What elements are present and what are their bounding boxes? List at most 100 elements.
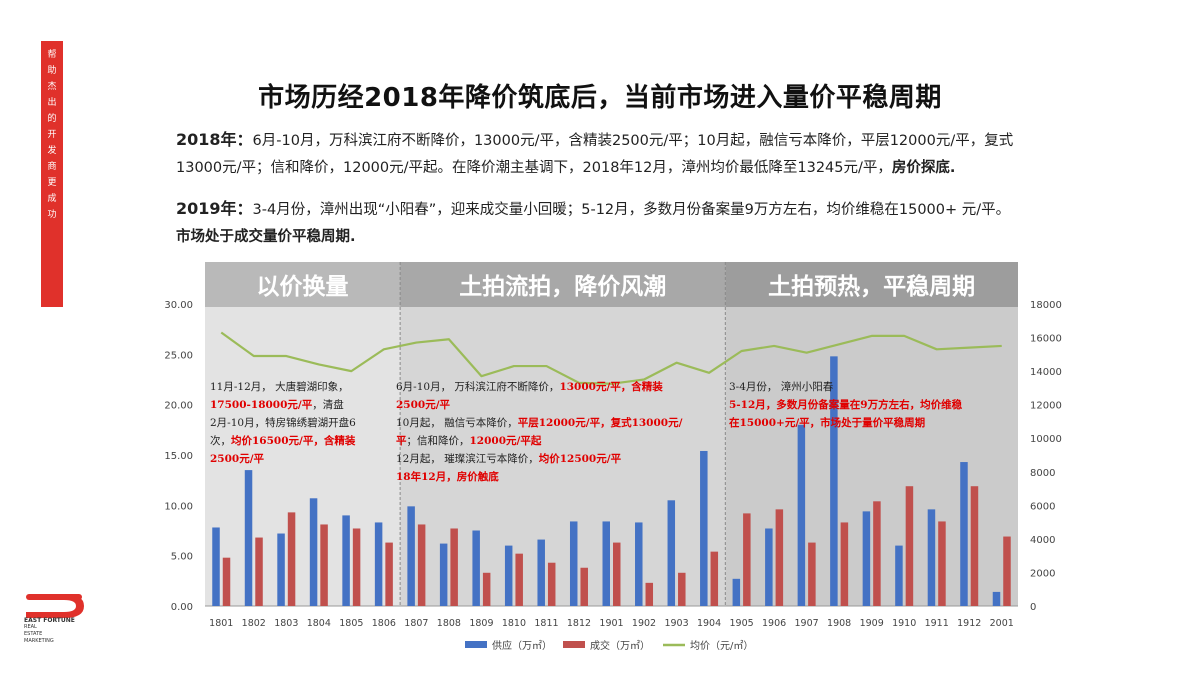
- phase-label: 土拍流拍，降价风潮: [459, 273, 666, 300]
- y-right-tick-label: 6000: [1030, 501, 1055, 512]
- east-fortune-logo-icon: [26, 594, 84, 618]
- x-tick-label: 1804: [307, 618, 331, 629]
- supply-bar: [504, 545, 513, 606]
- slogan-char: 开: [47, 130, 57, 140]
- deal-bar: [580, 567, 588, 606]
- deal-bar: [970, 486, 979, 606]
- x-tick-label: 1905: [729, 618, 753, 629]
- annotation-highlight: 平层12000元/平，复式13000元/: [517, 417, 683, 429]
- supply-bar: [212, 527, 220, 606]
- deal-bar: [710, 551, 719, 606]
- x-tick-label: 1904: [697, 618, 721, 629]
- y-right-tick-label: 0: [1030, 602, 1036, 613]
- paragraph-2019: 2019年：3-4月份，漳州出现“小阳春”，迎来成交量小回暖；5-12月，多数月…: [176, 195, 1056, 251]
- supply-bar: [765, 528, 773, 606]
- y-right-tick-label: 14000: [1030, 367, 1062, 378]
- supply-bar: [374, 522, 383, 606]
- year-label-2019: 2019年：: [176, 199, 253, 218]
- x-tick-label: 1812: [567, 618, 591, 629]
- x-tick-label: 1810: [502, 618, 526, 629]
- annotation-phase-2: 6月-10月， 万科滨江府不断降价，13000元/平，含精装 2500元/平 1…: [396, 378, 726, 486]
- slogan-char: 更: [47, 178, 57, 188]
- x-tick-label: 1912: [957, 618, 981, 629]
- x-tick-label: 1909: [860, 618, 884, 629]
- annotation-highlight: 12000元/平起: [469, 435, 542, 447]
- avg-price-line: [220, 331, 1002, 385]
- deal-bar: [255, 537, 263, 606]
- paragraph-2019-bold: 市场处于成交量价平稳周期.: [176, 229, 356, 245]
- phase-label: 土拍预热，平稳周期: [768, 273, 975, 300]
- slogan-char: 的: [47, 114, 57, 124]
- slogan-char: 助: [47, 66, 57, 76]
- x-tick-label: 1902: [632, 618, 656, 629]
- slogan-char: 发: [47, 146, 57, 156]
- y-right-tick-label: 10000: [1030, 434, 1062, 445]
- annotation-text: 11月-12月， 大唐碧湖印象，: [210, 381, 349, 393]
- deal-bar: [352, 528, 361, 606]
- supply-bar: [472, 530, 480, 606]
- annotation-text: 次，: [210, 435, 231, 447]
- supply-bar: [732, 578, 741, 606]
- phase-header: [205, 262, 401, 307]
- x-tick-label: 1801: [209, 618, 233, 629]
- x-tick-label: 1808: [437, 618, 461, 629]
- slogan-char: 功: [47, 210, 57, 220]
- annotation-highlight: 2500元/平: [210, 453, 265, 465]
- y-left-tick-label: 20.00: [164, 401, 193, 412]
- deal-bar: [938, 521, 946, 606]
- deal-bar: [743, 513, 751, 606]
- supply-bar: [927, 509, 936, 606]
- x-tick-label: 1907: [795, 618, 819, 629]
- y-right-tick-label: 18000: [1030, 300, 1062, 311]
- deal-bar: [222, 557, 231, 606]
- deal-bar: [678, 572, 686, 606]
- supply-bar: [309, 498, 318, 606]
- supply-bar: [439, 543, 448, 606]
- deal-bar: [515, 553, 523, 606]
- deal-bar: [873, 501, 881, 606]
- annotation-text: 10月起， 融信亏本降价，: [396, 417, 518, 429]
- annotation-text: 2月-10月，特房锦绣碧湖开盘6: [210, 417, 356, 429]
- annotation-highlight: 17500-18000元/平: [210, 399, 313, 411]
- phase-background: [725, 262, 1018, 606]
- deal-bar: [287, 512, 296, 606]
- y-right-tick-label: 16000: [1030, 334, 1062, 345]
- x-tick-label: 1803: [274, 618, 298, 629]
- annotation-highlight: 18年12月，房价触底: [396, 471, 499, 483]
- annotation-phase-3: 3-4月份， 漳州小阳春 5-12月，多数月份备案量在9万方左右，均价维稳 在1…: [729, 378, 1019, 432]
- deal-bar: [385, 542, 393, 606]
- x-tick-label: 1911: [925, 618, 949, 629]
- annotation-highlight: 均价12500元/平: [538, 453, 622, 465]
- deal-bar: [547, 562, 556, 606]
- phase-header: [400, 262, 726, 307]
- x-tick-label: 1811: [534, 618, 558, 629]
- deal-bar: [417, 524, 426, 606]
- logo-sub-1: REAL: [24, 624, 37, 630]
- deal-bar: [840, 522, 849, 606]
- supply-bar: [537, 539, 545, 606]
- paragraph-2018-bold: 房价探底.: [891, 160, 956, 176]
- logo-sub-2: ESTATE: [24, 631, 43, 637]
- y-right-tick-label: 12000: [1030, 401, 1062, 412]
- x-tick-label: 1805: [339, 618, 363, 629]
- legend-swatch: [465, 641, 487, 648]
- supply-bar: [667, 500, 676, 606]
- annotation-highlight: 均价16500元/平，含精装: [231, 435, 356, 447]
- deal-bar: [320, 524, 328, 606]
- slogan-char: 帮: [47, 50, 57, 60]
- x-tick-label: 1908: [827, 618, 851, 629]
- side-slogan-tab: 帮 助 杰 出 的 开 发 商 更 成 功: [41, 41, 63, 307]
- deal-bar: [482, 572, 491, 606]
- supply-bar: [797, 424, 806, 606]
- slogan-char: 出: [47, 98, 57, 108]
- annotation-highlight: 5-12月，多数月份备案量在9万方左右，均价维稳: [729, 399, 963, 411]
- annotation-highlight: 13000元/平，含精装: [559, 381, 663, 393]
- x-tick-label: 1901: [599, 618, 623, 629]
- x-tick-label: 1807: [404, 618, 428, 629]
- x-tick-label: 1910: [892, 618, 916, 629]
- deal-bar: [775, 509, 784, 606]
- y-left-tick-label: 10.00: [164, 501, 193, 512]
- annotation-text: 12月起， 璀璨滨江亏本降价，: [396, 453, 539, 465]
- paragraph-2019-body: 3-4月份，漳州出现“小阳春”，迎来成交量小回暖；5-12月，多数月份备案量9万…: [252, 202, 1011, 218]
